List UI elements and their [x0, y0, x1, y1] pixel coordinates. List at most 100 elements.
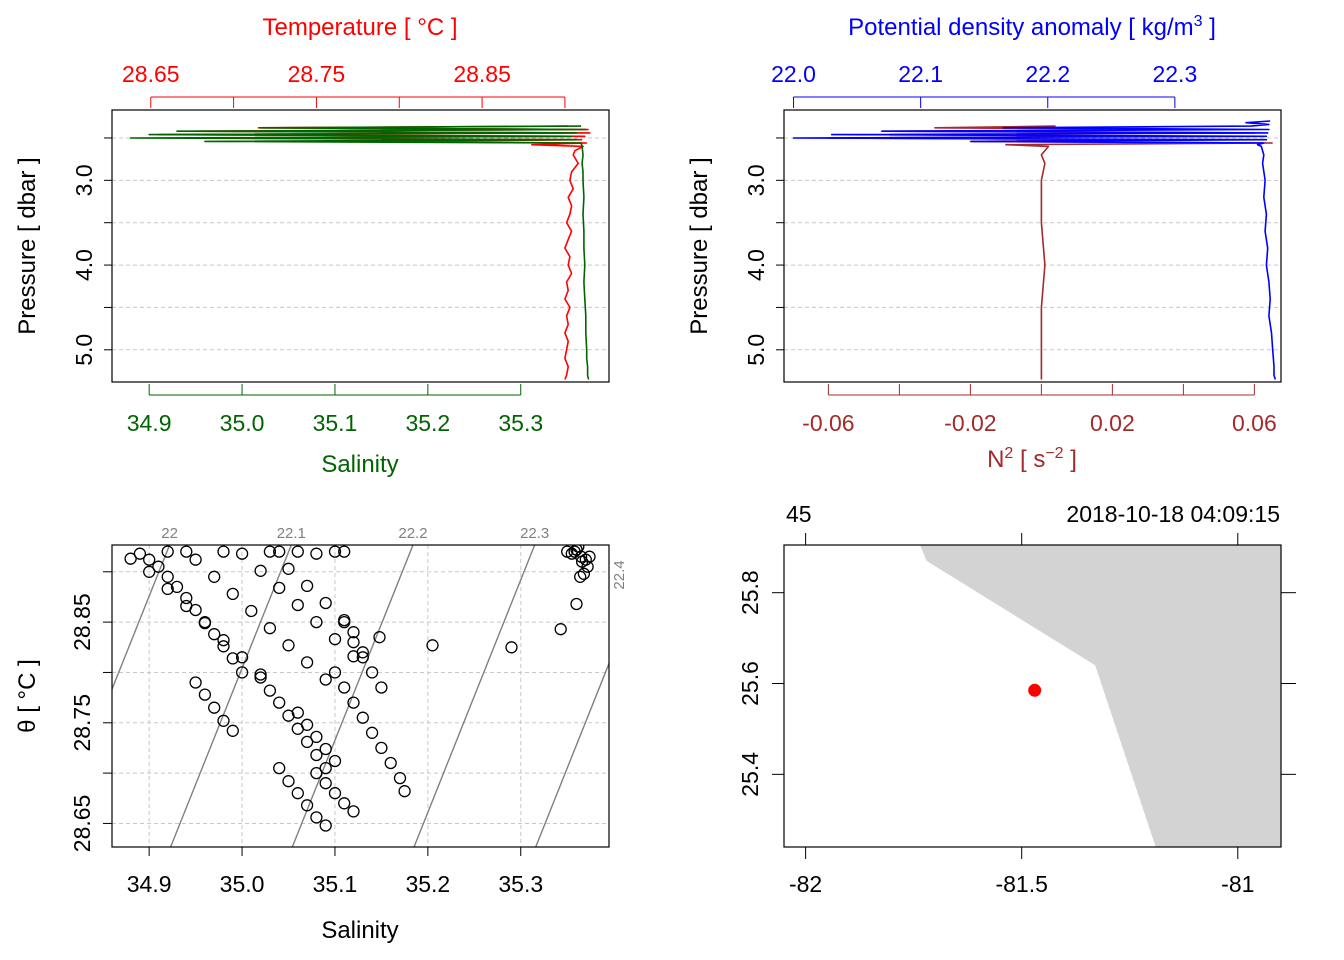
p1-salinity-line	[129, 125, 590, 380]
p3-x-tick-label-3: 35.2	[405, 871, 450, 897]
p3-point-33	[235, 547, 249, 560]
p3-point-56	[300, 799, 314, 812]
p3-y-axis-title: θ [ °C ]	[14, 659, 41, 733]
p3-point-26	[208, 570, 221, 583]
p3-x-axis-title: Salinity	[321, 917, 398, 944]
p4-station-label: 45	[786, 501, 812, 527]
p3-point-34	[254, 564, 267, 577]
p4-station-marker	[1028, 683, 1042, 697]
p2-axes: 3.0 4.0 5.0 22.0 22.1 22.2 22.3 -0.06 -0.02 0.02 0…	[743, 61, 1277, 436]
p2-top-tick-label-0: 22.0	[771, 61, 816, 87]
p3-point-32	[319, 673, 332, 686]
p3-point-37	[310, 615, 323, 629]
p2-bottom-tick-label-3: 0.06	[1232, 410, 1277, 436]
p3-point-12	[235, 666, 249, 679]
p3-point-1	[133, 547, 147, 560]
p3-point-9	[208, 628, 221, 641]
p2-top-tick-label-1: 22.1	[898, 61, 943, 87]
p4-x-tick-label-2: -81	[1221, 871, 1254, 897]
p2-top-tick-label-2: 22.2	[1025, 61, 1070, 87]
p3-point-88	[554, 623, 567, 636]
p3-point-17	[226, 724, 239, 737]
p3-point-38	[328, 633, 342, 646]
p3-isopycnal-line-2	[291, 545, 414, 847]
p3-point-101	[574, 570, 587, 583]
p3-isopycnal-labels: 22 22.1 22.2 22.3 22.4	[161, 525, 628, 590]
p3-point-109	[161, 545, 174, 558]
p2-n2-line	[827, 125, 1273, 380]
p3-point-52	[319, 761, 332, 775]
p3-point-54	[282, 775, 295, 788]
p3-point-108	[180, 545, 193, 558]
p3-point-16	[217, 714, 230, 727]
p3-point-57	[310, 811, 323, 824]
p3-isopycnal-line-4	[535, 661, 609, 847]
p3-point-24	[254, 668, 267, 681]
p3-point-18	[143, 565, 156, 578]
p1-top-axis-title: Temperature [ °C ]	[262, 14, 457, 41]
p3-y-tick-label-1: 28.75	[69, 694, 95, 752]
p3-point-13	[189, 676, 202, 689]
p3-point-105	[291, 545, 304, 558]
p1-bottom-tick-label-3: 35.2	[405, 410, 450, 436]
p1-left-tick-label-1: 4.0	[71, 249, 97, 281]
p3-point-66	[328, 787, 342, 800]
p2-bottom-tick-label-1: -0.02	[944, 410, 996, 436]
p3-point-104	[310, 547, 323, 560]
p3-point-83	[347, 626, 360, 639]
p4-station	[1028, 683, 1042, 697]
p3-point-65	[319, 777, 332, 790]
p3-point-72	[356, 711, 369, 724]
p3-point-36	[291, 598, 304, 612]
p3-point-80	[356, 651, 369, 664]
p3-point-42	[300, 579, 314, 593]
p3-point-61	[310, 730, 323, 744]
p3-point-64	[310, 766, 323, 780]
p4-x-tick-label-0: -82	[789, 871, 822, 897]
p1-top-tick-label-1: 28.75	[288, 61, 346, 87]
p2-left-axis-title: Pressure [ dbar ]	[686, 157, 713, 334]
p3-isopycnal-line-0	[112, 545, 171, 692]
profile-density-n2-panel: 3.0 4.0 5.0 22.0 22.1 22.2 22.3 -0.06 -0.02 0.02 0…	[686, 13, 1282, 473]
p3-points	[124, 545, 596, 832]
p4-land	[920, 545, 1281, 847]
p3-point-55	[291, 787, 304, 800]
p3-point-2	[143, 553, 156, 566]
p2-bottom-tick-label-0: -0.06	[802, 410, 854, 436]
p3-point-100	[583, 550, 596, 563]
p3-point-0	[124, 552, 137, 565]
p3-point-75	[384, 756, 397, 770]
p2-left-tick-label-1: 4.0	[743, 249, 769, 281]
p3-point-67	[338, 797, 351, 810]
p3-point-47	[273, 696, 286, 709]
p3-point-14	[198, 688, 212, 701]
p1-top-tick-label-2: 28.85	[453, 61, 511, 87]
p2-left-tick-label-0: 3.0	[743, 164, 769, 196]
p4-y-tick-label-0: 25.4	[737, 752, 763, 797]
p1-left-tick-label-2: 5.0	[71, 334, 97, 366]
p3-point-28	[245, 604, 258, 618]
p3-point-58	[319, 819, 332, 832]
p4-plot-frame	[783, 544, 1282, 848]
p3-x-tick-label-2: 35.1	[313, 871, 358, 897]
p3-point-81	[365, 666, 379, 679]
p1-bottom-tick-label-4: 35.3	[498, 410, 543, 436]
p3-point-96	[577, 567, 591, 580]
p3-grid	[112, 545, 609, 847]
p4-axes: -82 -81.5 -81 25.4 25.6 25.8	[737, 533, 1296, 897]
p2-density-line	[792, 120, 1277, 380]
p3-point-46	[263, 684, 277, 697]
p1-bottom-axis-title: Salinity	[321, 451, 398, 478]
p3-point-45	[254, 671, 267, 684]
p3-point-51	[310, 748, 323, 762]
p3-point-78	[338, 615, 351, 629]
p2-top-axis-title: Potential density anomaly [ kg/m3 ]	[848, 13, 1216, 41]
p3-point-79	[347, 636, 360, 649]
p1-temperature-line	[158, 125, 591, 380]
p3-point-6	[180, 591, 193, 605]
p3-x-tick-label-0: 34.9	[127, 871, 172, 897]
p1-top-tick-label-0: 28.65	[122, 61, 180, 87]
p3-point-19	[161, 582, 174, 596]
p3-point-87	[505, 641, 518, 654]
p2-bottom-tick-label-2: 0.02	[1090, 410, 1135, 436]
